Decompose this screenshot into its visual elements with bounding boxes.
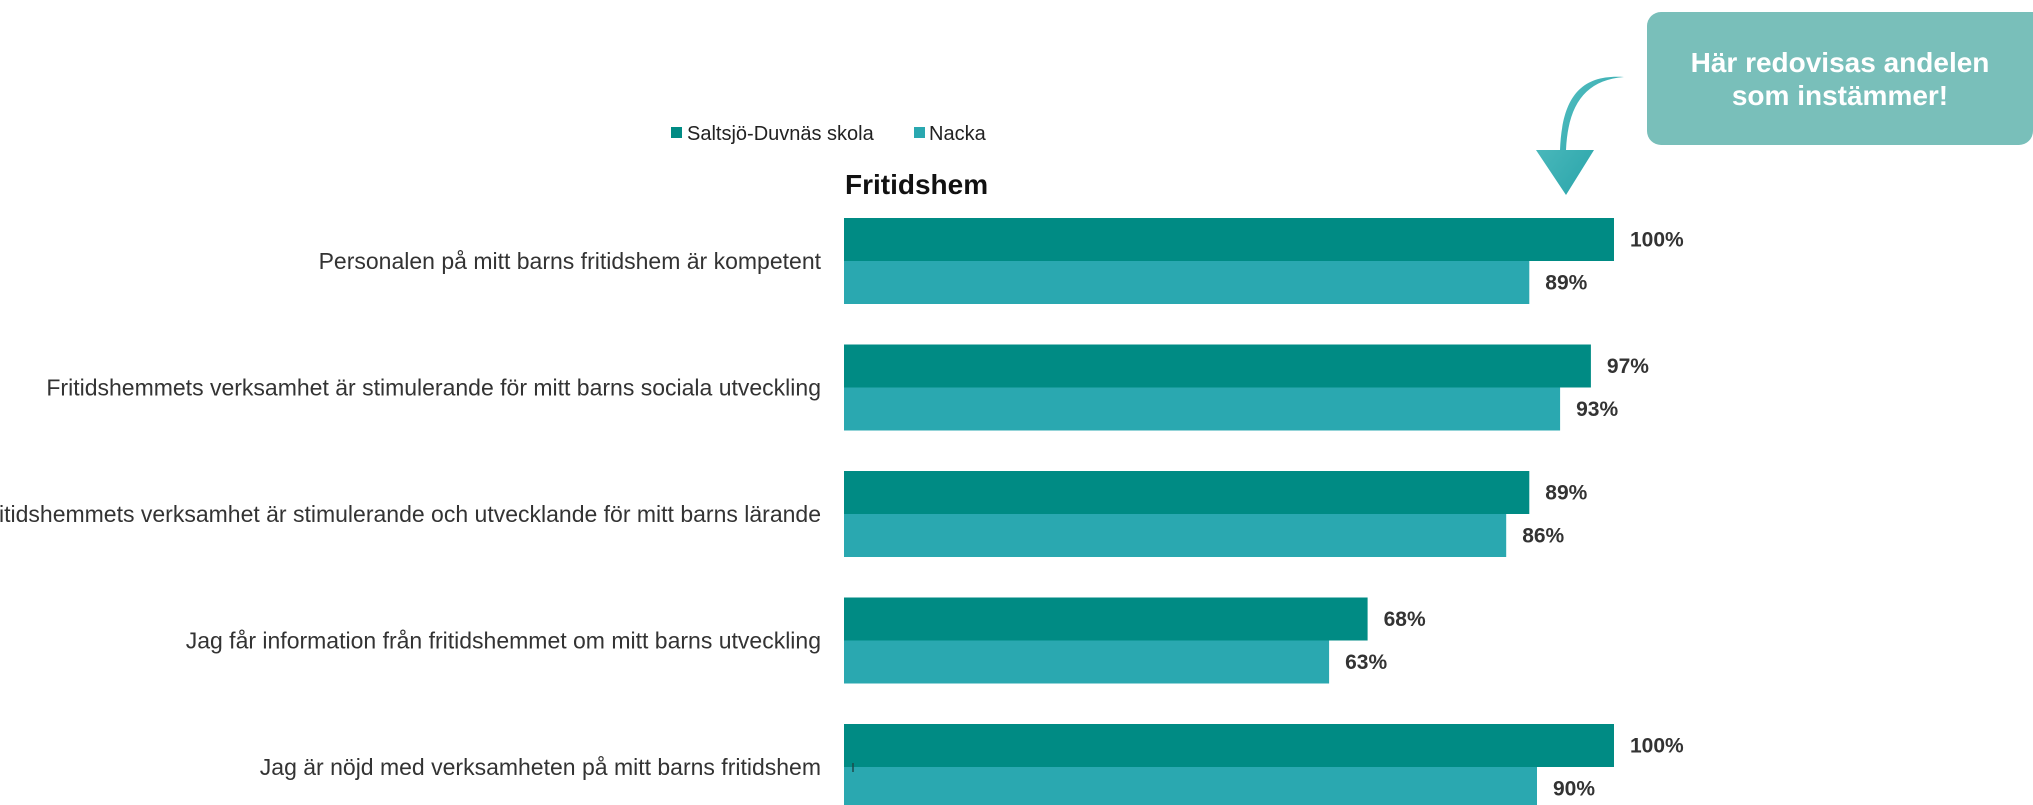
bar-school-3 [844, 597, 1368, 641]
value-label-nacka-3: 63% [1345, 651, 1387, 674]
value-label-school-2: 89% [1545, 482, 1587, 505]
value-label-school-0: 100% [1630, 229, 1684, 252]
category-label-2: Fritidshemmets verksamhet är stimulerand… [0, 501, 821, 527]
value-label-school-1: 97% [1607, 355, 1649, 378]
bar-nacka-0 [844, 261, 1530, 304]
legend-swatch-school [671, 127, 682, 138]
value-label-nacka-1: 93% [1576, 398, 1618, 421]
legend-label-nacka: Nacka [929, 123, 987, 145]
value-label-nacka-2: 86% [1522, 525, 1564, 548]
bar-nacka-1 [844, 387, 1561, 431]
bar-school-1 [844, 344, 1591, 388]
callout-box: Här redovisas andelen som instämmer! [1647, 12, 2033, 145]
bar-nacka-2 [844, 514, 1507, 557]
legend-swatch-nacka [914, 127, 925, 138]
value-labels: 100% 89% 97% 93% 89% 86% 68% 63% 100% 90% [1345, 229, 1684, 801]
value-label-school-4: 100% [1630, 735, 1684, 758]
value-label-school-3: 68% [1384, 608, 1426, 631]
bar-nacka-3 [844, 640, 1330, 684]
bar-nacka-4 [844, 767, 1537, 805]
bar-school-4 [844, 724, 1614, 767]
chart-title: Fritidshem [845, 169, 988, 200]
category-label-1: Fritidshemmets verksamhet är stimulerand… [46, 375, 821, 401]
curved-arrow-icon [1536, 76, 1624, 195]
category-label-4: Jag är nöjd med verksamheten på mitt bar… [260, 754, 821, 780]
value-label-nacka-0: 89% [1545, 272, 1587, 295]
bars [844, 218, 1614, 805]
bar-school-0 [844, 218, 1614, 261]
value-label-nacka-4: 90% [1553, 778, 1595, 801]
category-labels: Personalen på mitt barns fritidshem är k… [0, 248, 822, 780]
legend: Saltsjö-Duvnäs skola Nacka [671, 123, 987, 145]
category-label-3: Jag får information från fritidshemmet o… [186, 628, 821, 654]
bar-school-2 [844, 471, 1530, 514]
callout-text: Här redovisas andelen som instämmer! [1690, 46, 1990, 111]
category-label-0: Personalen på mitt barns fritidshem är k… [319, 248, 822, 274]
legend-label-school: Saltsjö-Duvnäs skola [687, 123, 875, 145]
